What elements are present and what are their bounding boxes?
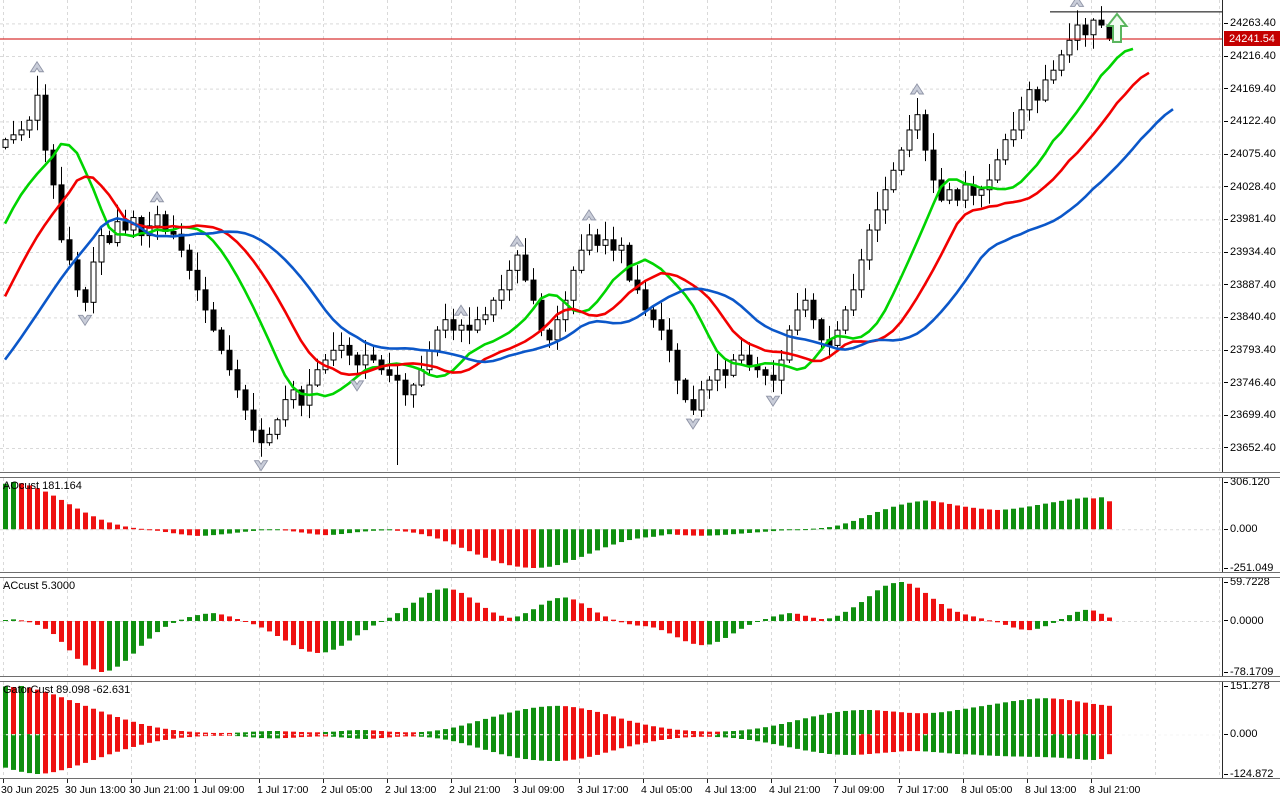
price-tick-label: 24075.40: [1224, 148, 1276, 160]
time-tick-mark: [899, 779, 900, 783]
price-tick-label: 23981.40: [1224, 213, 1276, 225]
time-tick-mark: [387, 779, 388, 783]
time-tick-mark: [1027, 779, 1028, 783]
time-tick-label: 4 Jul 21:00: [769, 784, 821, 796]
fractal-down-icon: [349, 380, 365, 392]
price-tick-label: -124.872: [1224, 768, 1273, 780]
ac-indicator-label: ACcust 5.3000: [3, 580, 76, 592]
price-tick-label: 0.0000: [1224, 615, 1264, 627]
time-tick-mark: [259, 779, 260, 783]
gator-indicator-label: GatorCust 89.098 -62.631: [3, 684, 131, 696]
fractal-down-icon: [765, 395, 781, 407]
time-tick-label: 8 Jul 13:00: [1025, 784, 1077, 796]
price-tick-label: 24263.40: [1224, 17, 1276, 29]
price-tick-label: 23934.40: [1224, 246, 1276, 258]
awesome-oscillator-panel[interactable]: [0, 478, 1222, 572]
panel-separator[interactable]: [0, 472, 1280, 478]
fractal-down-icon: [685, 418, 701, 430]
price-tick-label: 23652.40: [1224, 442, 1276, 454]
grid-layer: [0, 0, 1222, 472]
time-tick-mark: [963, 779, 964, 783]
price-tick-label: 306.120: [1224, 476, 1270, 488]
price-tick-label: 24028.40: [1224, 181, 1276, 193]
ao-indicator-label: AOcust 181.164: [3, 480, 82, 492]
time-tick-mark: [1091, 779, 1092, 783]
fractal-up-icon: [29, 60, 45, 73]
time-tick-mark: [707, 779, 708, 783]
time-tick-label: 8 Jul 21:00: [1089, 784, 1141, 796]
time-tick-mark: [67, 779, 68, 783]
fractal-up-icon: [1069, 0, 1085, 7]
fractal-arrows-layer: [29, 0, 1085, 472]
time-tick-label: 30 Jun 13:00: [65, 784, 126, 796]
price-tick-label: 24169.40: [1224, 83, 1276, 95]
buy-signal-arrow-icon: [1105, 12, 1129, 43]
bid-price-tag: 24241.54: [1224, 31, 1280, 47]
time-tick-mark: [515, 779, 516, 783]
time-tick-label: 3 Jul 09:00: [513, 784, 565, 796]
time-tick-mark: [643, 779, 644, 783]
price-tick-label: 0.000: [1224, 523, 1258, 535]
panel-separator[interactable]: [0, 572, 1280, 578]
gator-oscillator-panel[interactable]: [0, 682, 1222, 778]
time-tick-mark: [835, 779, 836, 783]
time-tick-label: 1 Jul 17:00: [257, 784, 309, 796]
time-tick-label: 8 Jul 05:00: [961, 784, 1013, 796]
time-tick-label: 2 Jul 05:00: [321, 784, 373, 796]
time-tick-label: 7 Jul 17:00: [897, 784, 949, 796]
time-tick-label: 7 Jul 09:00: [833, 784, 885, 796]
fractal-up-icon: [453, 304, 469, 316]
time-tick-mark: [323, 779, 324, 783]
time-tick-mark: [131, 779, 132, 783]
price-tick-label: -251.049: [1224, 562, 1273, 574]
fractal-down-icon: [77, 314, 93, 327]
time-tick-label: 2 Jul 21:00: [449, 784, 501, 796]
fractal-down-icon: [253, 460, 269, 472]
histogram-layer: [3, 582, 1112, 672]
time-tick-mark: [579, 779, 580, 783]
alligator-lips-line: [3, 47, 1134, 398]
time-tick-label: 4 Jul 05:00: [641, 784, 693, 796]
alligator-jaw-line: [3, 108, 1174, 364]
price-tick-label: 24216.40: [1224, 50, 1276, 62]
time-tick-label: 30 Jun 2025: [1, 784, 59, 796]
time-tick-label: 2 Jul 13:00: [385, 784, 437, 796]
price-tick-label: 23840.40: [1224, 311, 1276, 323]
alligator-teeth-line: [3, 71, 1150, 377]
price-tick-label: -78.1709: [1224, 666, 1273, 678]
time-tick-label: 3 Jul 17:00: [577, 784, 629, 796]
time-tick-label: 1 Jul 09:00: [193, 784, 245, 796]
price-tick-label: 23887.40: [1224, 279, 1276, 291]
fractal-up-icon: [149, 190, 165, 203]
histogram-layer: [3, 482, 1112, 568]
price-tick-label: 24122.40: [1224, 115, 1276, 127]
time-tick-mark: [451, 779, 452, 783]
fractal-up-icon: [581, 209, 597, 221]
time-tick-mark: [3, 779, 4, 783]
candles-layer: [2, 6, 1113, 465]
price-tick-label: 151.278: [1224, 680, 1270, 692]
price-tick-label: 0.000: [1224, 728, 1258, 740]
fractal-up-icon: [909, 83, 925, 95]
time-tick-label: 4 Jul 13:00: [705, 784, 757, 796]
accelerator-oscillator-panel[interactable]: [0, 578, 1222, 676]
time-tick-label: 30 Jun 21:00: [129, 784, 190, 796]
histogram-layer: [3, 686, 1112, 774]
time-axis[interactable]: 30 Jun 2025 30 Jun 13:00 30 Jun 21:00 1 Jul…: [0, 779, 1280, 800]
time-axis-divider: [0, 778, 1280, 779]
time-tick-mark: [771, 779, 772, 783]
time-tick-mark: [195, 779, 196, 783]
price-tick-label: 23793.40: [1224, 344, 1276, 356]
price-tick-label: 23699.40: [1224, 409, 1276, 421]
price-axis[interactable]: 24241.54 24263.40 24216.40 24169.40 24122.4…: [1222, 0, 1280, 780]
price-tick-label: 23746.40: [1224, 377, 1276, 389]
fractal-up-icon: [509, 235, 525, 247]
panel-separator[interactable]: [0, 676, 1280, 682]
price-tick-label: 59.7228: [1224, 576, 1270, 588]
main-price-chart[interactable]: [0, 0, 1222, 472]
